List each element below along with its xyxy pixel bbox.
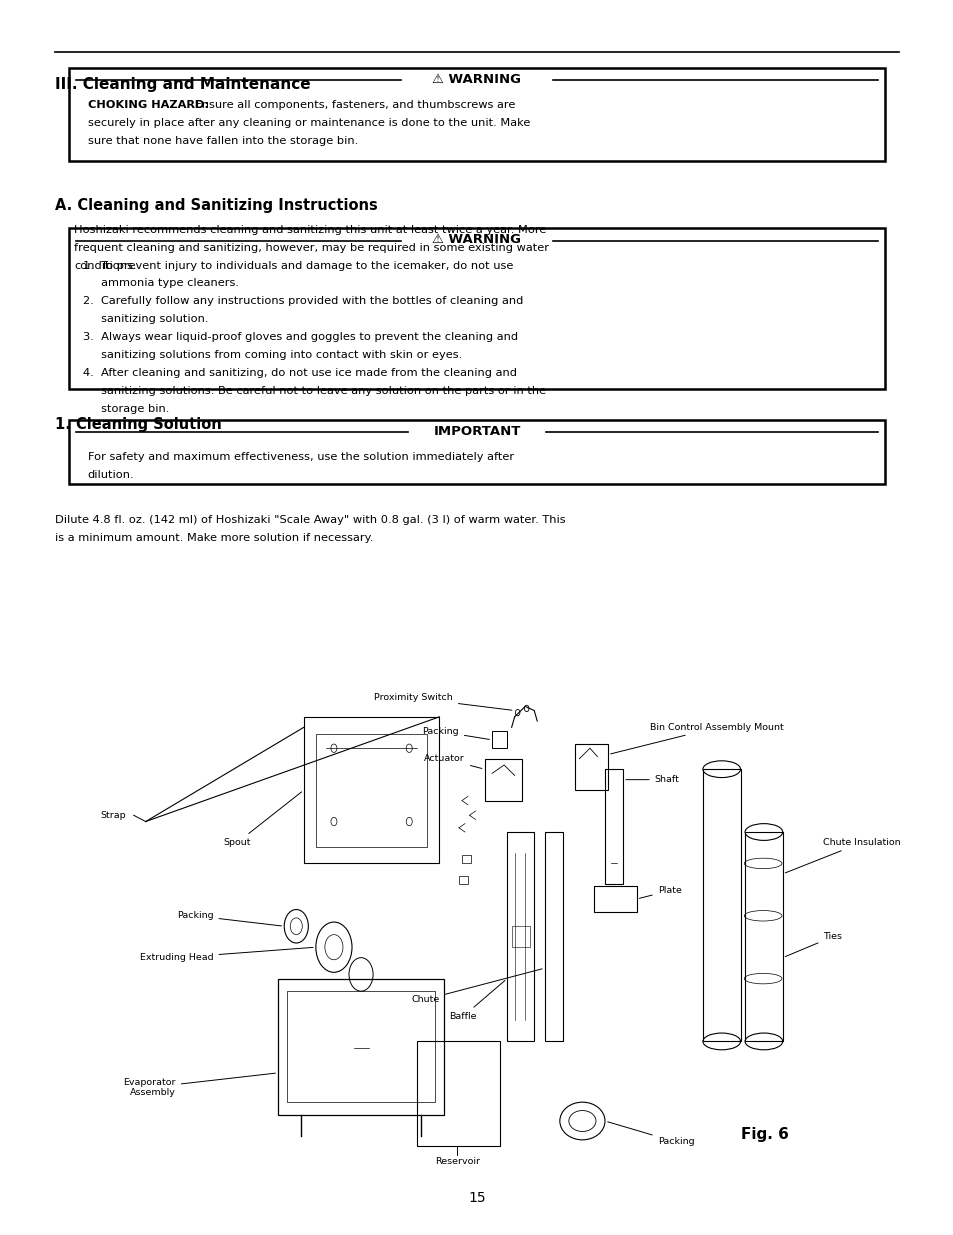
Text: sanitizing solution.: sanitizing solution. [83,314,209,325]
Text: III. Cleaning and Maintenance: III. Cleaning and Maintenance [55,77,311,91]
Text: Proximity Switch: Proximity Switch [374,694,512,710]
Text: conditions.: conditions. [74,261,137,270]
Text: Ensure all components, fasteners, and thumbscrews are: Ensure all components, fasteners, and th… [191,100,515,110]
Text: IMPORTANT: IMPORTANT [433,425,520,438]
Text: Actuator: Actuator [424,755,481,768]
FancyBboxPatch shape [69,68,884,161]
FancyBboxPatch shape [69,228,884,389]
Bar [416,1041,499,1146]
Text: Packing: Packing [607,1121,694,1146]
Text: For safety and maximum effectiveness, use the solution immediately after: For safety and maximum effectiveness, us… [88,452,514,462]
Bar [492,731,507,748]
Text: Fig. 6: Fig. 6 [740,1128,787,1142]
Text: ammonia type cleaners.: ammonia type cleaners. [83,279,239,289]
Text: Plate: Plate [639,887,680,898]
Text: dilution.: dilution. [88,469,134,480]
Text: securely in place after any cleaning or maintenance is done to the unit. Make: securely in place after any cleaning or … [88,119,530,128]
Text: Hoshizaki recommends cleaning and sanitizing this unit at least twice a year. Mo: Hoshizaki recommends cleaning and saniti… [74,225,546,235]
Text: Strap: Strap [100,810,126,820]
Text: Reservoir: Reservoir [435,1157,479,1166]
Text: CHOKING HAZARD:: CHOKING HAZARD: [88,100,209,110]
Bar [575,743,607,790]
Bar [461,855,471,863]
Bar [604,769,622,884]
Text: ⚠ WARNING: ⚠ WARNING [432,73,521,86]
Bar [278,978,443,1115]
Text: Dilute 4.8 fl. oz. (142 ml) of Hoshizaki "Scale Away" with 0.8 gal. (3 l) of war: Dilute 4.8 fl. oz. (142 ml) of Hoshizaki… [55,515,565,525]
Text: sure that none have fallen into the storage bin.: sure that none have fallen into the stor… [88,136,357,146]
Text: Ties: Ties [784,932,841,957]
Text: Evaporator
Assembly: Evaporator Assembly [123,1073,275,1097]
Bar [287,992,435,1102]
Text: Baffle: Baffle [449,981,504,1021]
Text: 15: 15 [468,1191,485,1205]
Text: Chute: Chute [411,968,541,1004]
Bar [303,716,439,863]
Text: A. Cleaning and Sanitizing Instructions: A. Cleaning and Sanitizing Instructions [55,198,377,212]
Text: Packing: Packing [176,911,281,926]
FancyBboxPatch shape [69,420,884,484]
Text: Bin Control Assembly Mount: Bin Control Assembly Mount [610,722,783,753]
Text: ⚠ WARNING: ⚠ WARNING [432,233,521,247]
Text: Extruding Head: Extruding Head [140,947,313,962]
Text: frequent cleaning and sanitizing, however, may be required in some existing wate: frequent cleaning and sanitizing, howeve… [74,242,549,253]
Text: Chute Insulation: Chute Insulation [784,839,900,873]
Text: Spout: Spout [223,792,301,847]
Text: storage bin.: storage bin. [83,404,170,414]
Text: Packing: Packing [422,727,489,740]
Text: is a minimum amount. Make more solution if necessary.: is a minimum amount. Make more solution … [55,534,374,543]
Bar [702,769,740,1041]
Text: 1. Cleaning Solution: 1. Cleaning Solution [55,417,222,432]
Bar [507,832,534,1041]
Text: sanitizing solutions from coming into contact with skin or eyes.: sanitizing solutions from coming into co… [83,351,462,361]
Bar [458,876,468,884]
Text: sanitizing solutions. Be careful not to leave any solution on the parts or in th: sanitizing solutions. Be careful not to … [83,385,545,396]
Text: Shaft: Shaft [625,776,679,784]
Text: 1.  To prevent injury to individuals and damage to the icemaker, do not use: 1. To prevent injury to individuals and … [83,261,513,270]
Text: 2.  Carefully follow any instructions provided with the bottles of cleaning and: 2. Carefully follow any instructions pro… [83,296,523,306]
Bar [744,832,781,1041]
Text: 4.  After cleaning and sanitizing, do not use ice made from the cleaning and: 4. After cleaning and sanitizing, do not… [83,368,517,378]
Bar [594,887,636,911]
Bar [544,832,562,1041]
Bar [315,734,427,847]
Bar [511,926,529,947]
Bar [484,758,521,800]
Text: 3.  Always wear liquid-proof gloves and goggles to prevent the cleaning and: 3. Always wear liquid-proof gloves and g… [83,332,517,342]
